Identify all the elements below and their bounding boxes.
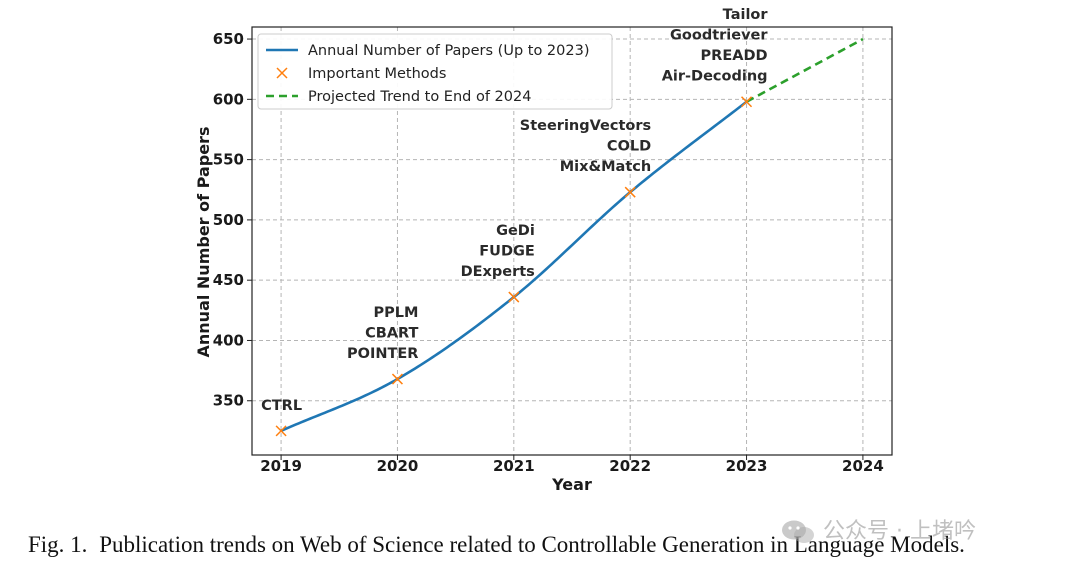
method-label: GeDi	[496, 223, 535, 239]
method-label: CBART	[365, 326, 418, 342]
legend-label-methods: Important Methods	[308, 66, 446, 82]
legend: Annual Number of Papers (Up to 2023) Imp…	[257, 33, 613, 110]
x-tick-label: 2022	[609, 457, 651, 475]
y-tick-label: 400	[213, 331, 244, 349]
method-label: FUDGE	[479, 244, 535, 260]
method-label: Mix&Match	[560, 159, 651, 175]
series-line-projection	[745, 37, 864, 103]
method-marker	[624, 186, 636, 198]
watermark-text: 公众号 · 上堵吟	[823, 519, 976, 544]
legend-box	[257, 33, 613, 110]
series-layer	[275, 37, 864, 437]
y-axis-ticks: 350 400 450 500 550 600 650	[213, 30, 252, 410]
y-axis-title: Annual Number of Papers	[194, 127, 213, 358]
method-label: CTRL	[261, 398, 302, 414]
caption-text: Publication trends on Web of Science rel…	[99, 532, 965, 557]
method-label: PPLM	[374, 305, 419, 321]
caption-label: Fig. 1.	[28, 532, 88, 557]
x-tick-label: 2024	[842, 457, 884, 475]
y-tick-label: 500	[213, 211, 244, 229]
method-label: PREADD	[701, 48, 768, 64]
x-axis-title: Year	[551, 475, 592, 494]
x-axis-ticks: 2019 2020 2021 2022 2023 2024	[260, 455, 884, 475]
method-label: SteeringVectors	[520, 118, 651, 134]
method-label: DExperts	[461, 264, 535, 280]
y-tick-label: 650	[213, 30, 244, 48]
x-tick-label: 2020	[377, 457, 419, 475]
legend-label-projection: Projected Trend to End of 2024	[308, 89, 531, 105]
watermark: 公众号 · 上堵吟	[780, 513, 976, 546]
plot-frame	[251, 26, 893, 456]
wechat-icon	[782, 520, 814, 543]
x-tick-label: 2023	[726, 457, 768, 475]
x-tick-label: 2021	[493, 457, 535, 475]
method-marker	[275, 425, 287, 437]
method-label: POINTER	[347, 346, 418, 362]
method-label: COLD	[607, 139, 651, 155]
marker-stroke	[391, 373, 403, 385]
method-annotations: CTRL PPLM CBART POINTER GeDi FUDGE DExperts Ste…	[261, 7, 768, 414]
legend-marker-swatch	[276, 67, 288, 79]
y-tick-label: 550	[213, 151, 244, 169]
y-tick-label: 350	[213, 392, 244, 410]
marker-stroke	[275, 425, 287, 437]
method-label: Goodtriever	[670, 28, 768, 44]
marker-stroke	[624, 186, 636, 198]
marker-stroke	[508, 291, 520, 303]
method-marker	[508, 291, 520, 303]
figure-caption: Fig. 1. Publication trends on Web of Sci…	[28, 532, 965, 558]
method-marker	[391, 373, 403, 385]
method-label: Air-Decoding	[662, 69, 768, 85]
y-tick-label: 600	[213, 90, 244, 108]
method-label: Tailor	[723, 7, 769, 23]
legend-label-papers: Annual Number of Papers (Up to 2023)	[308, 43, 590, 59]
x-tick-label: 2019	[260, 457, 302, 475]
method-marker	[741, 96, 753, 108]
marker-stroke	[741, 96, 753, 108]
y-tick-label: 450	[213, 271, 244, 289]
